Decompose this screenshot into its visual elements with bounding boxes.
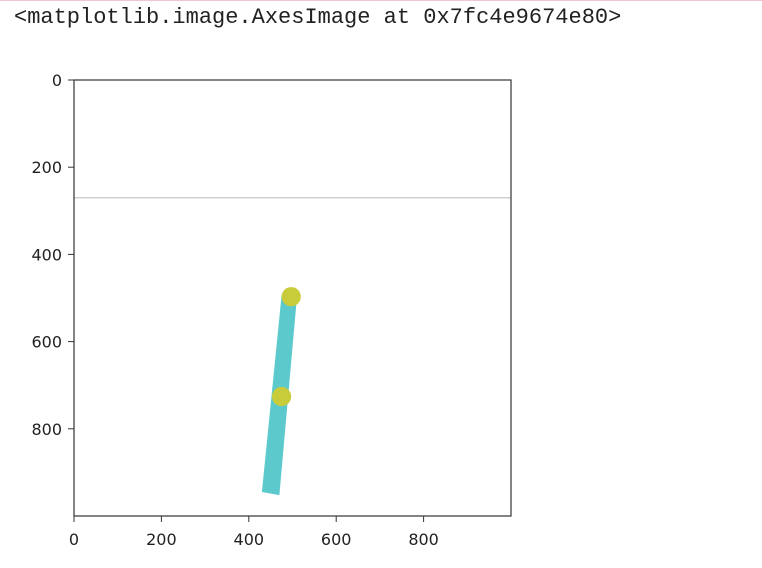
y-tick-label: 0: [52, 71, 62, 90]
axes-frame: [73, 79, 512, 517]
x-tick-label: 800: [408, 530, 439, 549]
x-tick-label: 200: [146, 530, 177, 549]
cell-top-border: [0, 0, 762, 1]
cell-output-repr: <matplotlib.image.AxesImage at 0x7fc4e96…: [14, 5, 622, 30]
y-axis-ticks: 0 200 400 600 800: [31, 71, 74, 439]
axes: 0 200 400 600 800 0 200 400 600 800: [31, 71, 512, 549]
x-axis-ticks: 0 200 400 600 800: [69, 516, 439, 549]
y-tick-label: 600: [31, 333, 62, 352]
points: [271, 287, 301, 407]
y-tick-label: 200: [31, 158, 62, 177]
x-tick-label: 600: [321, 530, 352, 549]
y-tick-label: 400: [31, 245, 62, 264]
y-tick-label: 800: [31, 420, 62, 439]
x-tick-label: 400: [234, 530, 265, 549]
point-1: [281, 287, 301, 307]
x-tick-label: 0: [69, 530, 79, 549]
point-2: [271, 386, 292, 407]
